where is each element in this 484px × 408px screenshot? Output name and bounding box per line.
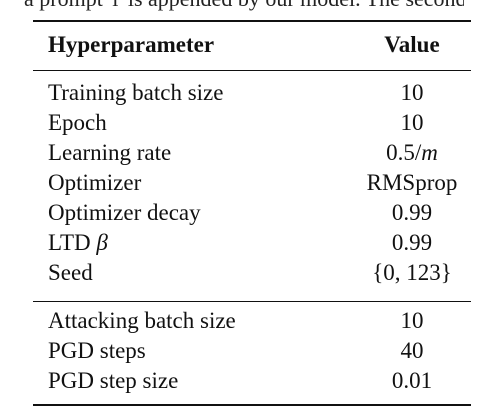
param-ltd-beta: LTD β: [48, 229, 108, 257]
value-optimizer: RMSprop: [366, 170, 458, 195]
value-attacking-batch-size: 10: [400, 308, 424, 333]
param-attacking-batch-size: Attacking batch size: [48, 308, 236, 333]
param-training-batch-size: Training batch size: [48, 80, 224, 105]
table-top-rule: [33, 20, 471, 22]
ltd-label: LTD: [48, 230, 97, 255]
value-optimizer-decay: 0.99: [391, 200, 433, 225]
learning-rate-variable: m: [421, 140, 438, 165]
value-epoch: 10: [400, 110, 424, 135]
header-value: Value: [384, 32, 440, 57]
param-pgd-step-size: PGD step size: [48, 368, 179, 393]
param-optimizer: Optimizer: [48, 170, 142, 195]
table-header-rule: [33, 70, 471, 72]
param-optimizer-decay: Optimizer decay: [48, 200, 201, 225]
value-pgd-steps: 40: [400, 338, 424, 363]
table-bottom-rule: [33, 404, 471, 406]
beta-symbol: β: [96, 230, 108, 255]
param-seed: Seed: [48, 260, 93, 285]
value-pgd-step-size: 0.01: [391, 368, 433, 393]
value-learning-rate: 0.5/m: [350, 139, 474, 167]
value-ltd-beta: 0.99: [391, 230, 433, 255]
caption-fragment: a prompt 'i' is appended by our model. T…: [24, 0, 464, 12]
value-training-batch-size: 10: [400, 80, 424, 105]
table-mid-rule: [33, 301, 471, 303]
param-learning-rate: Learning rate: [48, 140, 172, 165]
header-hyperparameter: Hyperparameter: [48, 32, 215, 57]
learning-rate-number: 0.5/: [386, 140, 422, 165]
value-seed: {0, 123}: [372, 260, 452, 285]
param-epoch: Epoch: [48, 110, 107, 135]
param-pgd-steps: PGD steps: [48, 338, 146, 363]
